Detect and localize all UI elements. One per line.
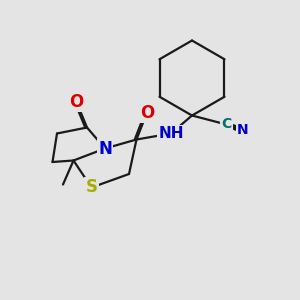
Text: O: O [140,103,154,122]
Text: C: C [221,118,232,131]
Text: O: O [69,93,84,111]
Text: N: N [98,140,112,158]
Text: N: N [237,124,249,137]
Text: NH: NH [158,126,184,141]
Text: S: S [85,178,98,196]
